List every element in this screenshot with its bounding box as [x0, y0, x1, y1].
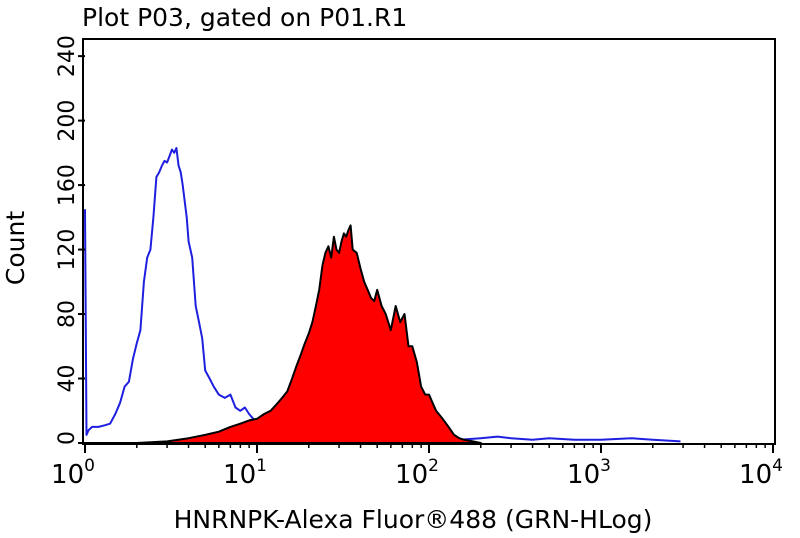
x-tick-label: 100 [51, 456, 95, 490]
y-axis: 0 40 80 120 160 200 240 [55, 35, 85, 445]
x-tick-label: 102 [395, 456, 439, 490]
plot-area [84, 147, 681, 444]
y-tick-label: 240 [55, 35, 80, 77]
y-tick-label: 200 [55, 100, 80, 142]
chart-title: Plot P03, gated on P01.R1 [82, 3, 407, 32]
y-tick-label: 120 [55, 229, 80, 271]
y-tick-label: 80 [55, 300, 80, 328]
y-tick-label: 160 [55, 164, 80, 206]
y-axis-label: Count [1, 211, 30, 285]
y-tick-label: 0 [55, 431, 80, 445]
series-1-histogram-area [84, 224, 482, 444]
y-tick-label: 40 [55, 365, 80, 393]
x-axis: 100 101 102 103 104 [51, 443, 783, 490]
plot-frame [82, 38, 776, 445]
x-tick-label: 104 [739, 456, 783, 490]
x-tick-label: 103 [567, 456, 611, 490]
x-axis-label: HNRNPK-Alexa Fluor®488 (GRN-HLog) [174, 505, 653, 534]
x-tick-label: 101 [223, 456, 267, 490]
